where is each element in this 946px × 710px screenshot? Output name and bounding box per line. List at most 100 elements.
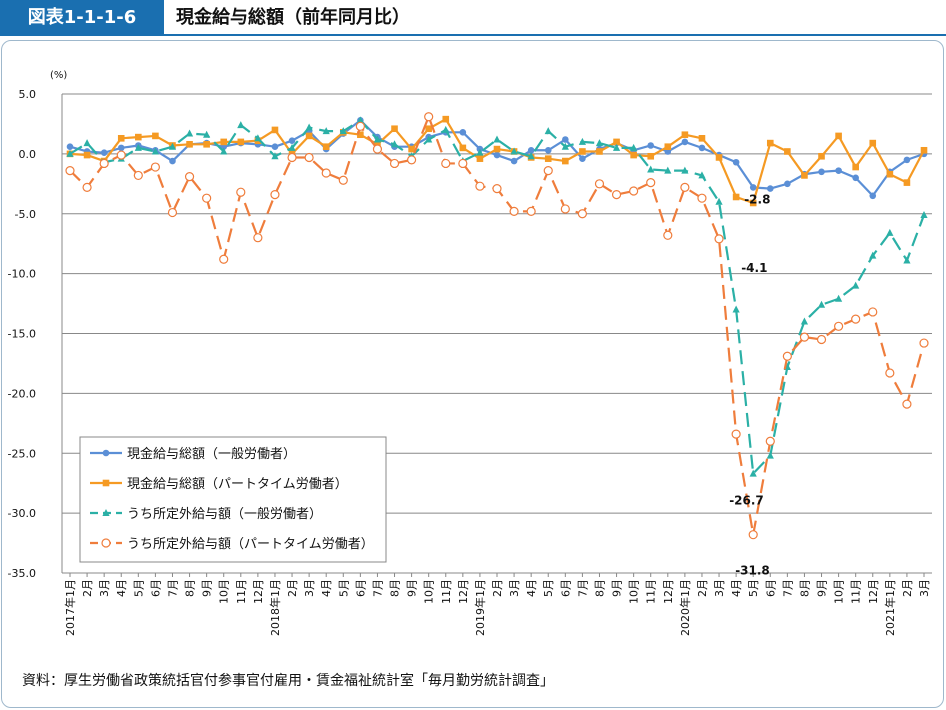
data-point: [799, 332, 810, 342]
data-point: [577, 209, 588, 219]
y-tick-label: 5.0: [19, 88, 37, 101]
data-point: [801, 172, 808, 179]
x-tick-label: 9月: [611, 579, 624, 597]
legend-marker: [102, 449, 110, 457]
data-point: [920, 210, 928, 218]
data-point: [714, 234, 724, 244]
data-point: [202, 193, 212, 203]
data-point: [99, 158, 109, 169]
data-point: [185, 129, 194, 137]
data-point: [544, 155, 552, 162]
x-tick-label: 2月: [286, 579, 299, 597]
data-point: [270, 189, 280, 200]
data-point: [732, 305, 740, 313]
data-point: [885, 368, 895, 378]
data-point: [732, 193, 740, 201]
data-point: [83, 151, 91, 159]
data-point: [66, 149, 74, 157]
y-tick-label: -10.0: [8, 268, 36, 281]
source-note: 資料：厚生労働省政策統括官付参事官付雇用・賃金福祉統計室「毎月勤労統計調査」: [22, 673, 554, 689]
x-tick-label: 11月: [645, 579, 658, 604]
x-tick-label: 5月: [132, 579, 145, 597]
data-point: [680, 182, 690, 193]
data-point: [835, 294, 843, 302]
data-point: [681, 131, 689, 139]
data-point: [562, 136, 569, 143]
data-point: [782, 351, 792, 361]
data-point: [288, 137, 296, 145]
x-tick-label: 10月: [833, 579, 846, 604]
data-point: [816, 334, 827, 345]
data-point: [391, 125, 398, 133]
data-point: [287, 152, 297, 163]
data-point: [732, 158, 740, 166]
data-point: [408, 145, 415, 153]
data-point: [184, 172, 195, 182]
x-tick-label: 8月: [798, 579, 811, 597]
data-point: [322, 143, 330, 150]
data-point: [66, 143, 74, 150]
data-point: [835, 132, 842, 140]
x-tick-label: 4月: [115, 579, 128, 597]
data-point: [818, 152, 825, 160]
data-point: [749, 469, 757, 477]
legend-marker: [102, 509, 110, 516]
data-point: [425, 125, 432, 133]
data-point: [186, 140, 193, 148]
x-tick-label: 3月: [713, 579, 726, 597]
x-tick-label: 6月: [149, 579, 162, 597]
data-point: [903, 156, 911, 164]
data-point: [833, 321, 844, 331]
x-tick-label: 3月: [98, 579, 111, 597]
data-point: [868, 307, 878, 317]
data-point: [611, 189, 622, 200]
data-point: [203, 130, 211, 138]
data-point: [83, 139, 91, 147]
data-point: [219, 254, 229, 264]
x-tick-label: 5月: [542, 579, 555, 597]
data-point: [271, 152, 279, 160]
figure-header: 図表1-1-1-6 現金給与総額（前年同月比）: [0, 0, 946, 36]
legend-label: うち所定外給与額（パートタイム労働者）: [127, 537, 374, 552]
x-tick-label: 5月: [337, 579, 350, 597]
data-point: [749, 184, 757, 191]
x-tick-label: 11月: [235, 579, 248, 604]
data-point: [424, 112, 434, 122]
data-point: [150, 162, 160, 172]
data-point: [560, 204, 570, 214]
data-point: [82, 182, 92, 193]
legend-marker: [102, 479, 110, 487]
x-tick-label: 7月: [166, 579, 179, 597]
data-point: [527, 152, 535, 160]
data-point: [152, 132, 159, 140]
data-point: [442, 125, 450, 133]
data-point: [784, 148, 791, 155]
x-tick-label: 10月: [218, 579, 231, 604]
legend-label: 現金給与総額（パートタイム労働者）: [127, 476, 348, 492]
data-point: [852, 281, 860, 289]
data-point: [220, 147, 228, 155]
data-point: [254, 134, 262, 142]
legend-item: うち所定外給与額（パートタイム労働者）: [90, 537, 374, 552]
data-point: [389, 158, 400, 169]
data-point: [647, 142, 655, 149]
data-point: [630, 143, 638, 151]
data-point: [322, 127, 330, 135]
data-point: [903, 256, 911, 264]
legend-item: 現金給与総額（パートタイム労働者）: [90, 476, 348, 492]
x-tick-label: 10月: [628, 579, 641, 604]
x-tick-label: 8月: [593, 579, 606, 597]
series-line: [69, 119, 926, 475]
data-point: [886, 228, 894, 236]
data-point: [698, 171, 706, 179]
y-tick-label: -15.0: [8, 328, 36, 341]
data-point: [817, 300, 826, 308]
data-point: [509, 206, 519, 216]
data-point: [561, 142, 569, 150]
data-point: [579, 148, 586, 155]
x-tick-label: 12月: [457, 579, 470, 604]
data-point: [168, 142, 177, 150]
data-point: [373, 135, 382, 143]
y-tick-label: -25.0: [8, 447, 36, 460]
data-point: [664, 143, 672, 150]
